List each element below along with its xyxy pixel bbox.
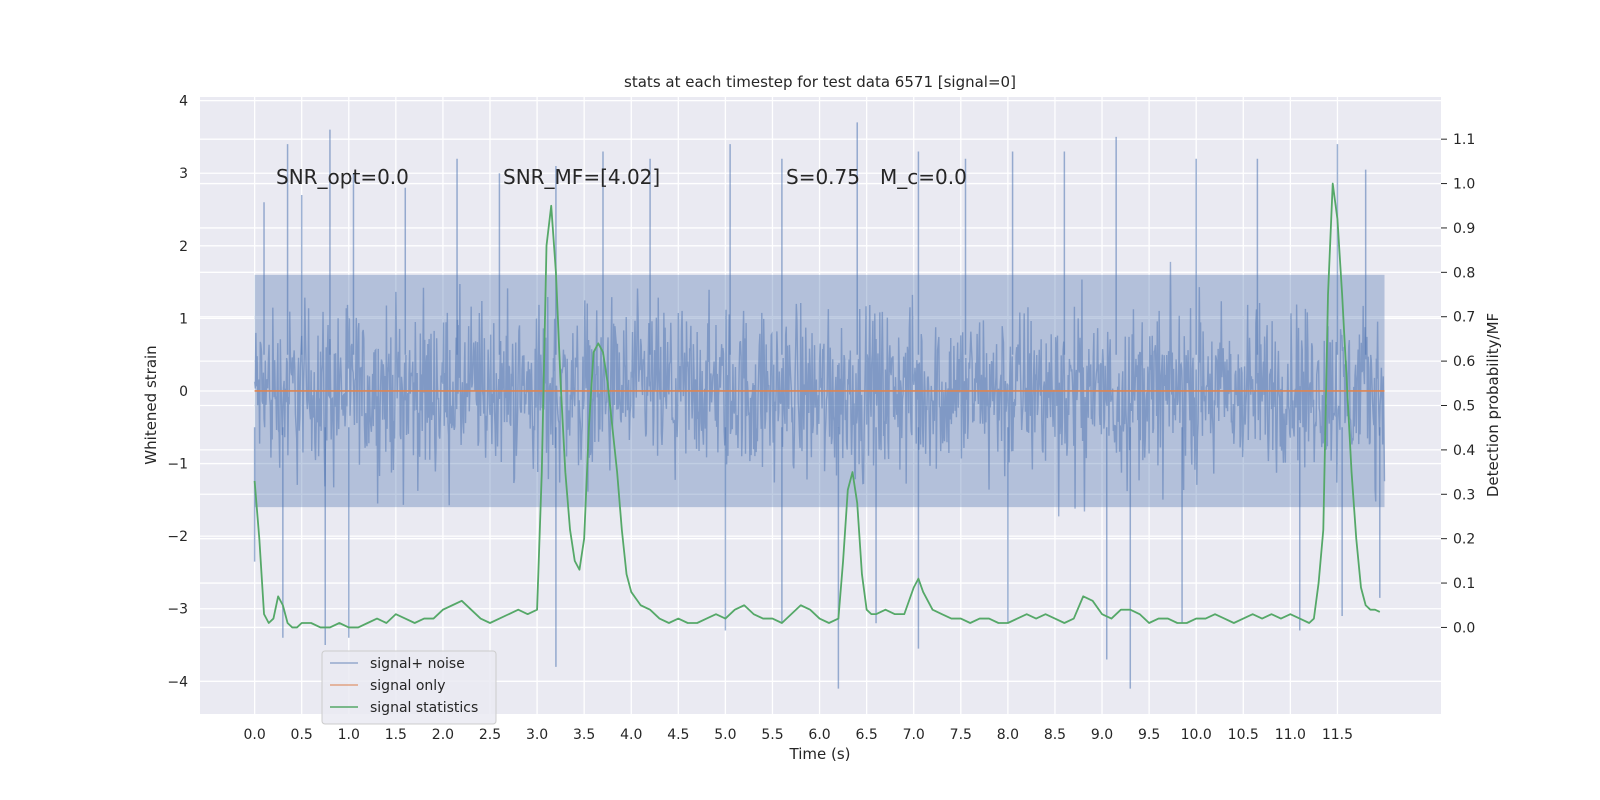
x-tick-label: 5.5	[761, 727, 783, 743]
chart-title: stats at each timestep for test data 657…	[624, 73, 1016, 91]
noise-trace	[253, 261, 1386, 517]
x-tick-label: 6.0	[808, 727, 830, 743]
y2-tick-label: 0.0	[1453, 620, 1475, 636]
y-tick-label: −3	[167, 602, 188, 618]
x-tick-label: 11.0	[1275, 727, 1306, 743]
y2-tick-label: 0.5	[1453, 399, 1475, 415]
y2-tick-label: 1.1	[1453, 132, 1475, 148]
y-axis-ticks: −4 −3 −2 −1 0 1 2 3 4	[167, 94, 188, 691]
legend-label-signal-noise: signal+ noise	[370, 656, 465, 672]
y2-tick-label: 0.7	[1453, 310, 1475, 326]
x-tick-label: 0.5	[291, 727, 313, 743]
legend-label-signal-only: signal only	[370, 678, 445, 694]
y2-tick-label: 0.3	[1453, 487, 1475, 503]
y-tick-label: 1	[179, 311, 188, 327]
y-tick-label: −4	[167, 674, 188, 690]
x-tick-label: 10.5	[1228, 727, 1259, 743]
line-series	[253, 182, 1385, 629]
x-tick-label: 7.5	[950, 727, 972, 743]
legend-box	[321, 650, 497, 725]
x-tick-label: 3.5	[573, 727, 595, 743]
x-tick-label: 11.5	[1322, 727, 1353, 743]
x-tick-label: 9.0	[1091, 727, 1113, 743]
y-axis-label: Whitened strain	[142, 345, 160, 464]
legend: signal+ noise signal only signal statist…	[321, 650, 497, 725]
y2-tick-label: 0.4	[1453, 443, 1475, 459]
y2-tick-label: 0.1	[1453, 576, 1475, 592]
x-tick-label: 4.0	[620, 727, 642, 743]
x-axis-ticks: 0.0 0.5 1.0 1.5 2.0 2.5 3.0 3.5 4.0 4.5 5.0 5.5 6.0 6…	[243, 727, 1353, 743]
x-tick-label: 9.5	[1138, 727, 1160, 743]
x-tick-label: 4.5	[667, 727, 689, 743]
x-tick-label: 2.0	[432, 727, 454, 743]
x-tick-label: 8.5	[1044, 727, 1066, 743]
annotations: SNR_opt=0.0 SNR_MF=[4.02] S=0.75 M_c=0.0	[276, 165, 967, 189]
annotation-s-stat: S=0.75	[786, 165, 860, 189]
x-tick-label: 6.5	[856, 727, 878, 743]
y2-tick-label: 1.0	[1453, 177, 1475, 193]
y2-axis-ticks: 0.0 0.1 0.2 0.3 0.4 0.5 0.6 0.7 0.8 0.9 1.0 1.1	[1441, 132, 1475, 636]
legend-label-signal-statistics: signal statistics	[370, 700, 478, 716]
y2-tick-label: 0.9	[1453, 221, 1475, 237]
y-tick-label: 0	[179, 384, 188, 400]
annotation-snr-opt: SNR_opt=0.0	[276, 165, 409, 189]
y-tick-label: −1	[167, 457, 188, 473]
signal-statistics-line	[253, 182, 1381, 629]
x-axis-label: Time (s)	[789, 745, 851, 763]
y2-tick-label: 0.8	[1453, 265, 1475, 281]
x-tick-label: 8.0	[997, 727, 1019, 743]
y2-axis-label: Detection probability/MF	[1484, 313, 1502, 497]
x-tick-label: 0.0	[243, 727, 265, 743]
annotation-snr-mf: SNR_MF=[4.02]	[503, 165, 660, 189]
x-tick-label: 1.5	[385, 727, 407, 743]
x-tick-label: 3.0	[526, 727, 548, 743]
y-tick-label: 2	[179, 239, 188, 255]
y-tick-label: 4	[179, 94, 188, 110]
y-tick-label: 3	[179, 166, 188, 182]
x-tick-label: 2.5	[479, 727, 501, 743]
annotation-m-c: M_c=0.0	[880, 165, 967, 189]
y-tick-label: −2	[167, 529, 188, 545]
x-tick-label: 7.0	[903, 727, 925, 743]
x-tick-label: 1.0	[338, 727, 360, 743]
y2-tick-label: 0.2	[1453, 532, 1475, 548]
y2-tick-label: 0.6	[1453, 354, 1475, 370]
x-tick-label: 10.0	[1181, 727, 1212, 743]
x-tick-label: 5.0	[714, 727, 736, 743]
